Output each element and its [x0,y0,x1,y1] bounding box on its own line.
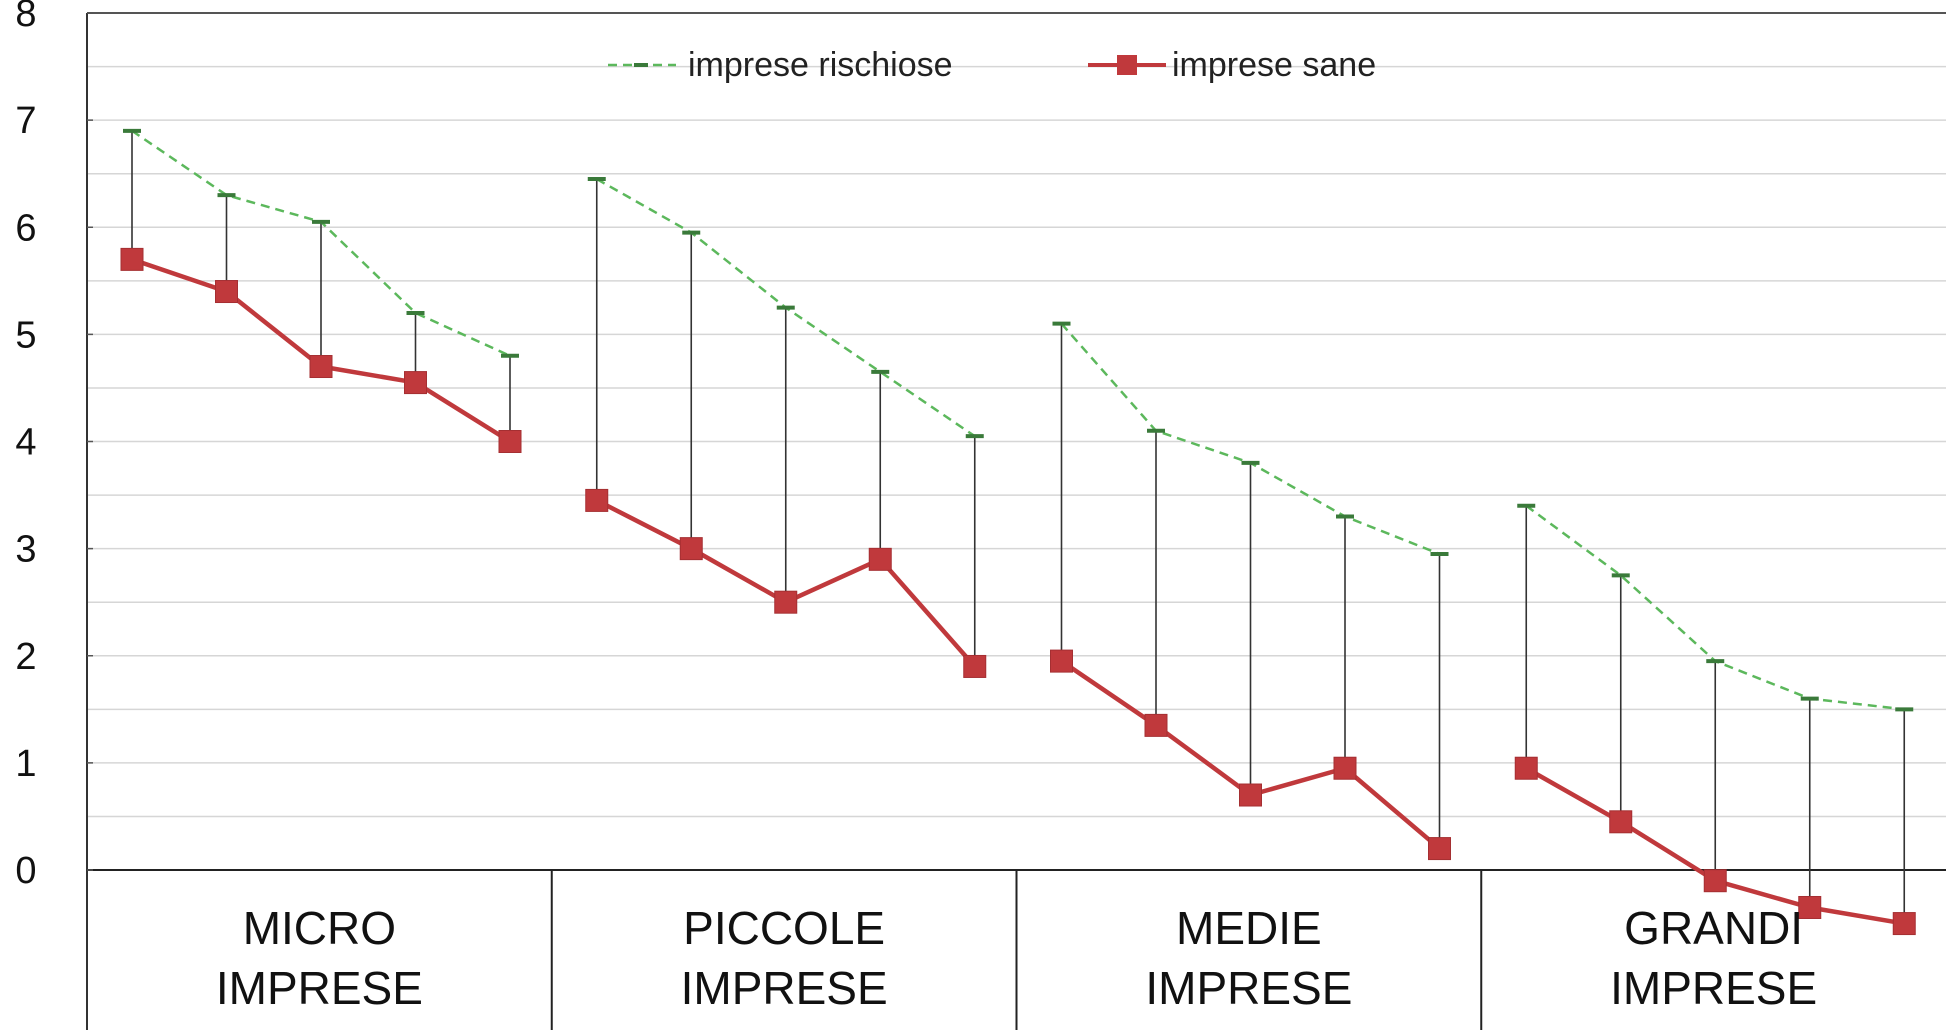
series-layer [120,128,1916,936]
data-point-imprese-sane [404,371,427,395]
data-point-imprese-sane [309,355,333,379]
data-point-imprese-sane [1144,713,1168,737]
y-tick-label: 5 [15,314,36,356]
y-tick-label: 1 [15,743,36,785]
data-point-imprese-sane [1050,649,1073,673]
x-axis-categories: MICRO IMPRESE PICCOLE IMPRESE MEDIE IMPRESE GR… [216,902,1817,1014]
category-label-line1: PICCOLE [683,902,885,954]
y-tick-label: 0 [15,850,36,892]
category-label-line1: MEDIE [1176,902,1322,954]
data-point-imprese-sane [774,590,798,614]
category-label-line2: IMPRESE [1145,962,1352,1014]
data-point-imprese-sane [963,654,987,678]
grid-layer [87,65,1946,818]
data-point-imprese-sane [120,247,144,271]
data-point-imprese-sane [868,547,892,571]
y-tick-label: 2 [15,636,36,678]
category-label-line2: IMPRESE [681,962,888,1014]
data-point-imprese-sane [1892,912,1916,936]
legend-label-imprese-sane: imprese sane [1172,46,1376,84]
data-point-imprese-sane [1428,837,1451,861]
category-label-line1: MICRO [243,902,396,954]
data-point-imprese-sane [679,537,703,561]
y-tick-label: 4 [15,422,36,464]
data-point-imprese-sane [1609,810,1633,834]
data-point-imprese-sane [585,488,609,512]
y-tick-label: 3 [15,529,36,571]
data-point-imprese-sane [1239,783,1262,807]
y-tick-label: 6 [15,207,36,249]
data-point-imprese-sane [1798,895,1822,919]
data-point-imprese-sane [1703,869,1727,893]
data-point-imprese-sane [1333,756,1357,780]
y-tick-label: 7 [15,100,36,142]
frame-layer [86,12,1946,1030]
legend-label-imprese-rischiose: imprese rischiose [688,46,953,84]
legend-marker-imprese-sane [1117,55,1137,75]
category-label-line2: IMPRESE [1610,962,1817,1014]
legend: imprese rischiose imprese sane [608,46,1376,84]
category-label-line2: IMPRESE [216,962,423,1014]
data-point-imprese-sane [215,280,238,304]
y-tick-label: 8 [15,0,36,35]
connector-layer [131,130,1906,924]
data-point-imprese-sane [1514,756,1538,780]
category-label-line1: GRANDI [1624,902,1803,954]
data-point-imprese-sane [498,430,522,453]
y-axis-ticks: 0 1 2 3 4 5 6 7 8 [15,0,93,892]
